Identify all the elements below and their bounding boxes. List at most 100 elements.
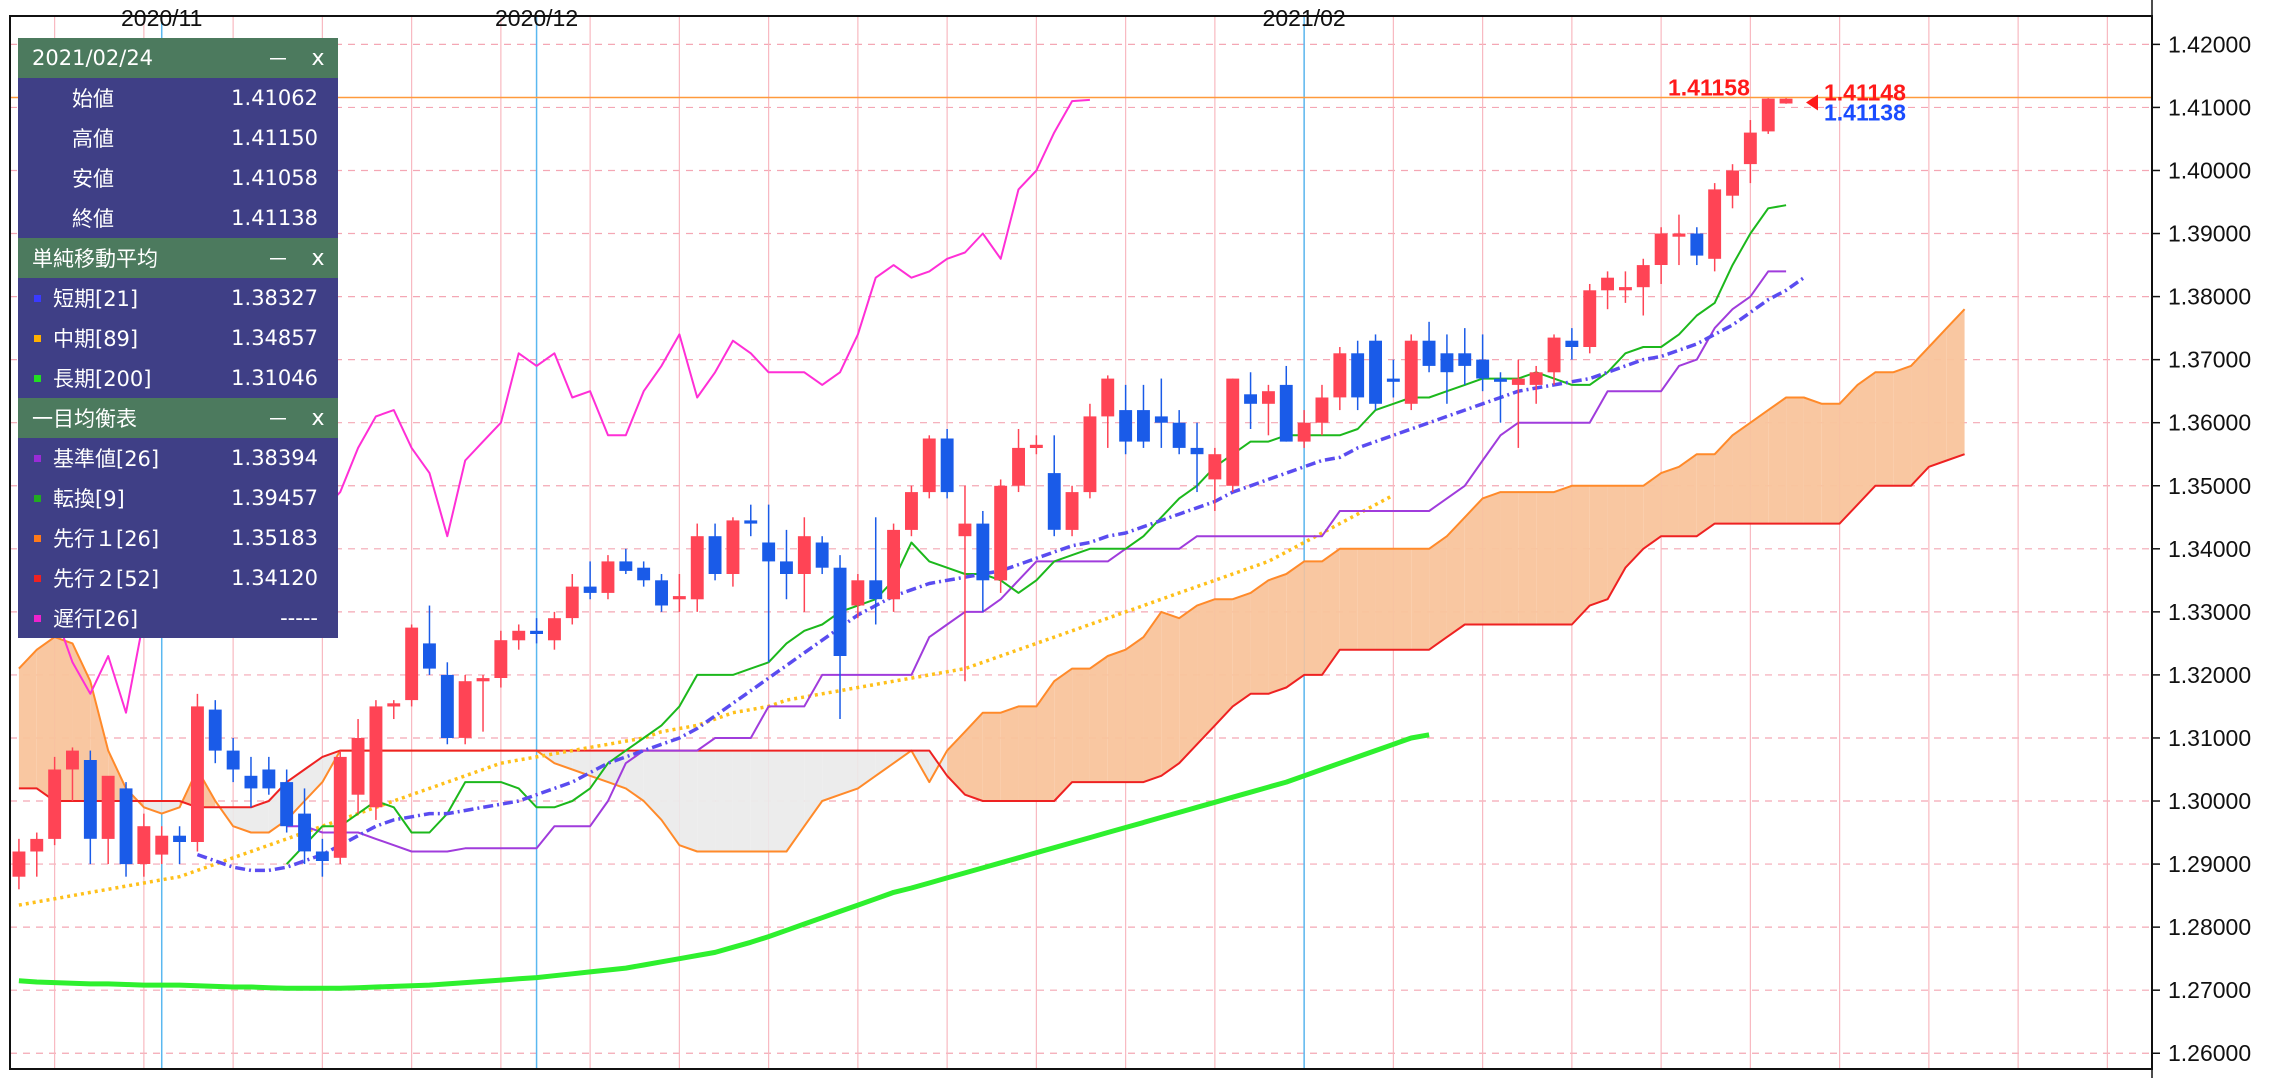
candle-body (30, 838, 44, 852)
candle-body (1779, 98, 1793, 104)
minimize-button[interactable]: － (266, 408, 289, 433)
y-tick-label: 1.39000 (2168, 221, 2251, 247)
candle-body (66, 750, 79, 770)
y-tick-label: 1.34000 (2168, 536, 2251, 562)
cloud-segment (1464, 498, 1483, 625)
ohlc-panel-body: 始値 1.41062 高値 1.41150 安値 1.41058 終値 1.41138 (18, 78, 338, 238)
cloud-segment (143, 801, 162, 814)
candle-body (1529, 372, 1543, 385)
ichimoku-cloud (18, 309, 1965, 852)
sma-value: 1.34857 (231, 326, 318, 350)
ohlc-label: 始値 (72, 87, 114, 111)
candle-body (351, 738, 365, 795)
candle-body (1029, 444, 1043, 448)
sma-label: 長期[200] (53, 367, 152, 391)
ichimoku-row-senkou1: 先行１[26] 1.35183 (18, 518, 338, 558)
close-button[interactable]: x (311, 45, 325, 71)
candle-body (1726, 170, 1739, 196)
y-tick-label: 1.37000 (2168, 347, 2251, 373)
candle-body (1494, 378, 1507, 382)
candle-body (1476, 359, 1490, 379)
cloud-segment (1357, 548, 1376, 650)
candle-body (1065, 492, 1079, 530)
cloud-segment (1161, 611, 1180, 776)
ichimoku-value: 1.35183 (231, 526, 318, 550)
candle-body (744, 520, 758, 524)
y-tick-label: 1.40000 (2168, 157, 2251, 183)
candle-body (298, 813, 311, 852)
candle-body (1315, 397, 1329, 423)
cloud-segment (1607, 485, 1626, 600)
y-tick-label: 1.29000 (2168, 851, 2251, 877)
ichimoku-label: 転換[9] (53, 487, 125, 511)
ohlc-label: 安値 (72, 167, 114, 191)
candle-body (1547, 337, 1561, 373)
sma-row-mid: 中期[89] 1.34857 (18, 318, 338, 358)
candle-body (869, 580, 883, 600)
sma-label: 中期[89] (53, 327, 139, 351)
kijun-line (286, 270, 1787, 853)
candle-body (1262, 391, 1275, 404)
legend-swatch (34, 534, 41, 542)
cloud-segment (1643, 473, 1662, 549)
candle-body (601, 561, 615, 593)
close-button[interactable]: x (311, 245, 325, 271)
cloud-segment (1786, 397, 1804, 524)
candle-body (155, 835, 169, 855)
ohlc-row-open: 始値 1.41062 (18, 78, 338, 118)
cloud-segment (250, 801, 269, 833)
cloud-segment (1536, 492, 1555, 625)
ohlc-value: 1.41138 (231, 206, 318, 230)
axes: 1.42000 1.41000 1.40000 1.39000 1.38000 1.370… (9, 0, 2251, 1078)
ichimoku-value: 1.34120 (231, 566, 318, 590)
sma-long-line (18, 732, 1430, 991)
x-tick-label: 2020/12 (495, 5, 578, 31)
ichimoku-label: 基準値[26] (53, 447, 160, 471)
minimize-button[interactable]: － (266, 48, 289, 73)
candle-body (1047, 473, 1061, 530)
cloud-segment (1803, 397, 1822, 524)
candle-body (1226, 378, 1240, 486)
minimize-button[interactable]: － (266, 248, 289, 273)
candle-body (583, 586, 597, 593)
y-tick-label: 1.41000 (2168, 94, 2251, 120)
candle-body (905, 492, 918, 530)
cloud-segment (1911, 347, 1929, 486)
candle-body (548, 618, 561, 641)
cloud-segment (1446, 517, 1465, 638)
close-button[interactable]: x (311, 405, 325, 431)
cloud-segment (625, 750, 644, 802)
cloud-segment (982, 712, 1001, 802)
y-tick-label: 1.30000 (2168, 788, 2251, 814)
sma-label: 短期[21] (53, 287, 139, 311)
candle-body (1619, 287, 1632, 291)
cloud-segment (1857, 372, 1876, 505)
candle-body (958, 523, 972, 537)
ichimoku-label: 先行１[26] (53, 527, 160, 551)
candle-body (1761, 98, 1775, 132)
candle-body (565, 586, 579, 619)
ichimoku-row-tenkan: 転換[9] 1.39457 (18, 478, 338, 518)
candle-body (780, 561, 793, 574)
candle-body (440, 674, 454, 738)
candle-body (797, 536, 811, 574)
candle-body (922, 438, 936, 493)
candle-body (619, 561, 633, 571)
ichimoku-title: 一目均衡表 (32, 407, 137, 431)
cloud-segment (1018, 706, 1037, 802)
ichimoku-label: 先行２[52] (53, 567, 160, 591)
candle-body (315, 851, 329, 861)
ichimoku-label: 遅行[26] (53, 607, 139, 631)
candle-body (1351, 353, 1365, 398)
candle-body (815, 542, 829, 568)
candle-body (1244, 394, 1257, 404)
cloud-segment (1143, 611, 1162, 783)
candle-body (1440, 353, 1454, 373)
cloud-segment (947, 731, 965, 795)
cloud-segment (1928, 328, 1947, 467)
candle-body (762, 542, 776, 562)
cloud-segment (1072, 668, 1090, 783)
cloud-segment (804, 750, 823, 827)
cloud-segment (875, 750, 894, 776)
